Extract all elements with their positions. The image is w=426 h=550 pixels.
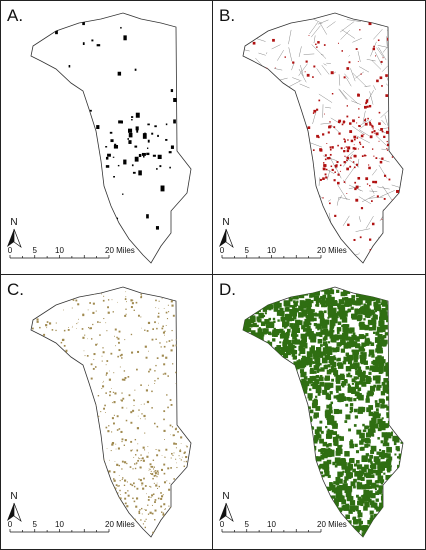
map-panel-b: B. N 0 5 10 20 Miles	[212, 0, 426, 275]
study-area-boundary	[30, 12, 192, 264]
north-arrow-icon: N	[7, 491, 22, 522]
scale-tick-label: 0	[8, 520, 13, 529]
scale-tick-label: 0	[220, 520, 225, 529]
north-label: N	[222, 491, 229, 502]
map-a: N 0 5 10 20 Miles	[7, 12, 192, 264]
scale-tick-label: 5	[245, 520, 250, 529]
scale-bar: 0 5 10 20 Miles	[8, 520, 135, 533]
panel-label-b: B.	[219, 6, 236, 25]
north-label: N	[10, 491, 17, 502]
north-label: N	[222, 217, 229, 228]
scale-tick-label: 10	[55, 246, 64, 255]
scale-tick-label: 20 Miles	[105, 520, 135, 529]
map-d: N 0 5 10 20 Miles	[219, 286, 404, 538]
map-panel-a: A. N 0 5 10 20 Miles	[0, 0, 213, 275]
study-area-boundary	[30, 286, 192, 538]
scale-bar: 0 5 10 20 Miles	[220, 520, 347, 533]
map-b: N 0 5 10 20 Miles	[219, 12, 404, 264]
north-arrow-icon: N	[219, 491, 234, 522]
study-area-boundary	[242, 12, 404, 264]
panel-label-d: D.	[219, 280, 236, 299]
panel-label-a: A.	[7, 6, 24, 25]
north-label: N	[10, 217, 17, 228]
panel-label-c: C.	[7, 280, 24, 299]
scale-tick-label: 20 Miles	[317, 246, 347, 255]
north-arrow-icon: N	[219, 217, 234, 248]
scale-tick-label: 5	[245, 246, 250, 255]
scale-tick-label: 5	[33, 520, 38, 529]
scale-bar: 0 5 10 20 Miles	[8, 246, 135, 259]
scale-tick-label: 10	[267, 520, 276, 529]
north-arrow-icon: N	[7, 217, 22, 248]
scale-tick-label: 20 Miles	[317, 520, 347, 529]
scale-tick-label: 10	[55, 520, 64, 529]
scale-tick-label: 20 Miles	[105, 246, 135, 255]
scale-tick-label: 0	[8, 246, 13, 255]
scale-bar: 0 5 10 20 Miles	[220, 246, 347, 259]
scale-tick-label: 0	[220, 246, 225, 255]
map-panel-d: D. N 0 5 10 20 Miles	[212, 274, 426, 550]
map-panel-c: C. N 0 5 10 20 Miles	[0, 274, 213, 550]
map-c: N 0 5 10 20 Miles	[7, 286, 192, 538]
scale-tick-label: 5	[33, 246, 38, 255]
scale-tick-label: 10	[267, 246, 276, 255]
